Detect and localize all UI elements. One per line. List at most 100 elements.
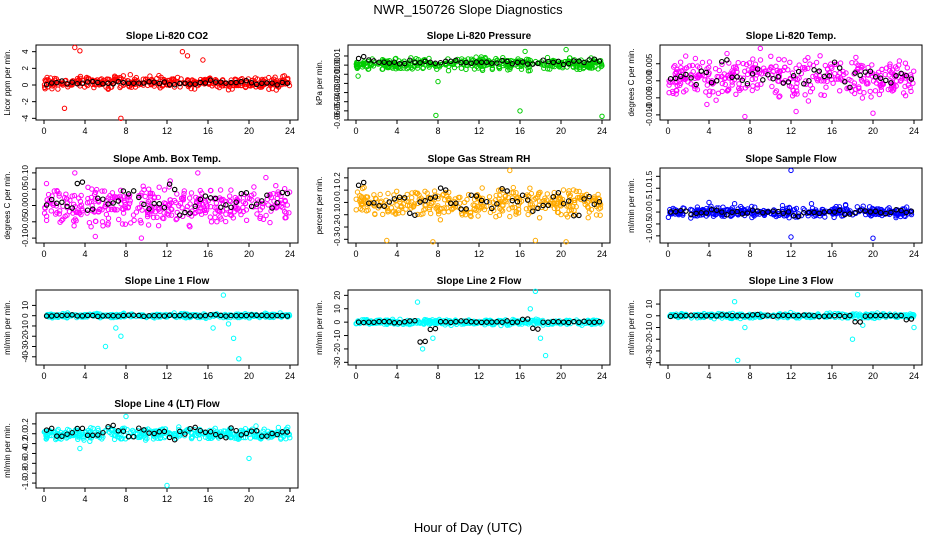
hourly-point bbox=[821, 209, 828, 215]
data-point bbox=[273, 183, 279, 189]
data-point bbox=[742, 68, 748, 75]
hourly-point bbox=[396, 61, 403, 67]
x-tick-label: 12 bbox=[162, 249, 172, 259]
hourly-point bbox=[545, 58, 551, 65]
data-point bbox=[282, 215, 288, 221]
hourly-point bbox=[69, 205, 75, 211]
hourly-point bbox=[427, 59, 434, 66]
hourly-point bbox=[130, 80, 137, 86]
data-point bbox=[711, 211, 717, 217]
x-tick-label: 12 bbox=[162, 126, 172, 136]
hourly-point bbox=[790, 73, 797, 79]
data-point bbox=[233, 76, 239, 83]
hourly-points bbox=[355, 53, 603, 68]
hourly-point bbox=[156, 80, 163, 87]
hourly-point bbox=[284, 80, 291, 86]
data-point bbox=[683, 65, 690, 71]
data-point bbox=[525, 68, 532, 74]
data-point bbox=[398, 204, 404, 210]
data-point bbox=[869, 62, 875, 68]
outlier-point bbox=[138, 235, 145, 241]
data-point bbox=[807, 89, 814, 95]
hourly-point bbox=[391, 196, 398, 202]
hourly-point bbox=[811, 209, 817, 216]
data-point bbox=[171, 84, 178, 90]
x-tick-label: 24 bbox=[597, 371, 607, 381]
y-tick-label: -0.5 bbox=[645, 217, 654, 231]
hourly-point bbox=[54, 200, 60, 207]
hourly-point bbox=[69, 79, 75, 85]
panel-title: Slope Gas Stream RH bbox=[428, 154, 531, 165]
data-point bbox=[199, 202, 206, 208]
data-point bbox=[867, 88, 873, 95]
data-point bbox=[729, 68, 735, 74]
data-point bbox=[406, 64, 412, 71]
hourly-point bbox=[177, 80, 183, 87]
figure-xlabel: Hour of Day (UTC) bbox=[414, 520, 522, 535]
hourly-point bbox=[458, 59, 464, 66]
data-point bbox=[851, 80, 858, 86]
hourly-point bbox=[264, 80, 270, 86]
data-point bbox=[781, 57, 787, 63]
data-point bbox=[166, 184, 172, 190]
outlier-point bbox=[532, 237, 539, 244]
hourly-points bbox=[667, 57, 915, 91]
y-tick-label: 10 bbox=[645, 299, 654, 308]
hourly-point bbox=[279, 79, 286, 86]
hourly-point bbox=[535, 60, 541, 67]
data-point bbox=[805, 65, 811, 72]
x-tick-label: 24 bbox=[909, 371, 919, 381]
data-point bbox=[527, 185, 533, 191]
data-point bbox=[897, 78, 904, 84]
panel-title: Slope Line 2 Flow bbox=[437, 276, 522, 287]
data-point bbox=[122, 221, 129, 227]
data-point bbox=[688, 215, 694, 221]
data-point bbox=[477, 200, 484, 206]
data-point bbox=[51, 80, 58, 86]
data-point bbox=[223, 211, 229, 217]
x-tick-label: 16 bbox=[203, 126, 213, 136]
y-tick-label: 4 bbox=[21, 49, 30, 54]
data-point bbox=[519, 62, 525, 68]
data-point bbox=[720, 204, 726, 210]
hourly-point bbox=[79, 80, 86, 86]
hourly-point bbox=[161, 79, 168, 85]
hourly-point bbox=[514, 198, 521, 205]
data-point bbox=[228, 198, 234, 205]
hourly-point bbox=[519, 59, 526, 65]
data-point bbox=[670, 90, 676, 97]
data-point bbox=[108, 206, 115, 213]
data-point bbox=[116, 216, 122, 223]
hourly-point bbox=[202, 193, 209, 199]
hourly-point bbox=[760, 209, 766, 216]
data-point bbox=[735, 60, 741, 66]
hourly-point bbox=[279, 189, 286, 196]
x-tick-label: 8 bbox=[123, 249, 128, 259]
data-point bbox=[744, 82, 751, 89]
data-point bbox=[507, 213, 513, 220]
data-point bbox=[885, 86, 891, 93]
hourly-point bbox=[59, 199, 65, 206]
hourly-point bbox=[555, 190, 562, 196]
hourly-point bbox=[84, 79, 91, 85]
hourly-point bbox=[453, 200, 459, 207]
hourly-point bbox=[591, 56, 598, 62]
data-point bbox=[58, 80, 65, 87]
hourly-point bbox=[223, 80, 229, 86]
y-axis-label: degrees C per min. bbox=[627, 48, 636, 116]
data-point bbox=[121, 194, 127, 200]
data-point bbox=[372, 211, 378, 218]
hourly-point bbox=[555, 58, 562, 65]
data-point bbox=[470, 202, 476, 208]
hourly-point bbox=[667, 209, 674, 215]
hourly-point bbox=[790, 212, 797, 219]
data-point bbox=[363, 64, 370, 70]
hourly-point bbox=[576, 212, 582, 219]
data-point bbox=[493, 214, 499, 220]
data-point bbox=[168, 212, 175, 218]
data-point bbox=[198, 211, 205, 217]
hourly-point bbox=[284, 190, 291, 197]
data-point bbox=[180, 194, 187, 200]
hourly-point bbox=[596, 199, 603, 205]
hourly-point bbox=[74, 180, 81, 187]
